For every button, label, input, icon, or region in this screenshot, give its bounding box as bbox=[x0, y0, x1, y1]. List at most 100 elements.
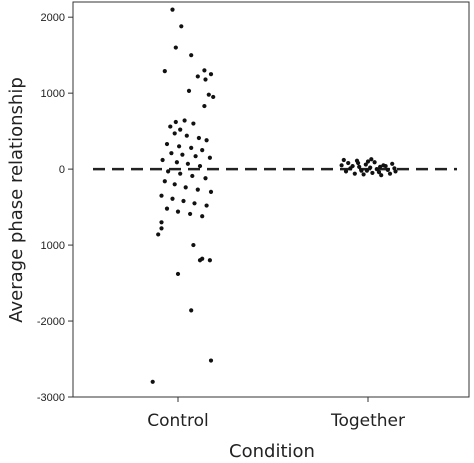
data-point-control bbox=[189, 145, 194, 150]
data-point-control bbox=[174, 160, 179, 165]
data-point-together bbox=[378, 164, 383, 169]
data-point-together bbox=[368, 165, 373, 170]
data-point-control bbox=[200, 256, 205, 261]
y-tick-label: 2000 bbox=[41, 12, 65, 24]
data-point-control bbox=[168, 124, 173, 129]
data-point-control bbox=[207, 155, 212, 160]
y-tick-label: 1000 bbox=[41, 240, 65, 252]
data-point-together bbox=[390, 161, 395, 166]
data-point-together bbox=[352, 171, 357, 176]
data-point-together bbox=[385, 167, 390, 172]
data-point-together bbox=[376, 170, 382, 175]
data-point-together bbox=[370, 170, 375, 176]
data-point-control bbox=[208, 189, 214, 195]
data-point-control bbox=[207, 258, 212, 263]
data-point-together bbox=[361, 172, 366, 177]
data-point-control bbox=[175, 271, 181, 277]
data-point-together bbox=[372, 160, 377, 165]
data-point-together bbox=[343, 169, 349, 174]
data-point-control bbox=[179, 24, 184, 29]
data-point-control bbox=[173, 119, 178, 125]
data-point-control bbox=[159, 226, 164, 231]
data-point-together bbox=[341, 157, 346, 163]
x-axis-title: Condition bbox=[229, 441, 315, 462]
data-point-control bbox=[182, 118, 187, 123]
data-point-control bbox=[189, 308, 194, 313]
data-point-control bbox=[166, 169, 171, 174]
data-point-control bbox=[185, 161, 190, 166]
data-point-control bbox=[164, 141, 170, 147]
data-point-control bbox=[200, 148, 205, 153]
data-point-control bbox=[204, 203, 209, 208]
data-point-control bbox=[195, 74, 200, 79]
data-point-control bbox=[193, 154, 198, 159]
data-point-control bbox=[172, 182, 177, 187]
data-point-together bbox=[363, 162, 368, 167]
data-point-control bbox=[175, 209, 181, 214]
data-point-together bbox=[339, 163, 344, 168]
y-tick-label: 1000 bbox=[41, 88, 65, 100]
data-point-together bbox=[364, 168, 369, 173]
data-point-control bbox=[211, 94, 216, 100]
y-tick-label: -2000 bbox=[37, 316, 65, 328]
data-point-control bbox=[189, 53, 194, 58]
data-point-together bbox=[356, 160, 361, 166]
data-point-control bbox=[200, 214, 205, 219]
data-point-control bbox=[192, 201, 197, 206]
data-point-control bbox=[202, 103, 207, 109]
data-point-control bbox=[178, 127, 183, 132]
data-point-together bbox=[348, 166, 353, 171]
data-point-control bbox=[178, 171, 183, 176]
category-label-together: Together bbox=[330, 411, 405, 431]
data-point-control bbox=[188, 211, 193, 217]
category-label-control: Control bbox=[147, 411, 208, 431]
data-point-control bbox=[191, 242, 196, 248]
y-tick-label: 0 bbox=[59, 164, 65, 176]
data-point-control bbox=[180, 152, 185, 157]
y-tick-label: -3000 bbox=[37, 392, 65, 404]
data-point-control bbox=[204, 138, 209, 143]
data-point-together bbox=[346, 160, 351, 166]
data-point-control bbox=[203, 77, 208, 82]
data-point-control bbox=[203, 176, 208, 181]
data-points bbox=[150, 7, 398, 384]
data-point-control bbox=[159, 193, 164, 198]
data-point-control bbox=[159, 220, 164, 225]
data-point-control bbox=[170, 7, 175, 12]
data-point-control bbox=[191, 121, 196, 126]
y-axis: -3000 -2000 1000 0 1000 2000 bbox=[37, 12, 73, 404]
data-point-together bbox=[393, 169, 398, 174]
data-point-control bbox=[183, 185, 188, 190]
data-point-together bbox=[379, 173, 384, 178]
data-point-control bbox=[177, 144, 182, 149]
data-point-control bbox=[184, 133, 189, 138]
data-point-control bbox=[190, 173, 195, 179]
data-point-control bbox=[162, 69, 167, 74]
x-axis: Control Together bbox=[147, 397, 405, 431]
data-point-together bbox=[387, 171, 393, 176]
data-point-control bbox=[208, 358, 214, 363]
y-axis-title: Average phase relationship bbox=[6, 77, 27, 322]
data-point-together bbox=[383, 163, 388, 169]
data-point-control bbox=[208, 72, 214, 77]
data-point-control bbox=[195, 187, 200, 192]
data-point-control bbox=[172, 131, 177, 136]
data-point-together bbox=[359, 168, 364, 173]
data-point-control bbox=[170, 196, 175, 201]
data-point-control bbox=[202, 68, 207, 73]
data-point-control bbox=[173, 45, 178, 50]
data-point-control bbox=[181, 198, 186, 204]
data-point-control bbox=[164, 206, 170, 211]
data-point-control bbox=[162, 179, 167, 184]
data-point-control bbox=[169, 151, 174, 156]
data-point-together bbox=[374, 167, 379, 172]
data-point-control bbox=[196, 135, 201, 141]
data-point-together bbox=[369, 157, 374, 162]
data-point-control bbox=[206, 92, 211, 97]
data-point-together bbox=[357, 164, 362, 169]
data-point-control bbox=[150, 379, 155, 384]
plot-frame bbox=[72, 1, 470, 398]
data-point-control bbox=[186, 88, 192, 93]
data-point-together bbox=[365, 159, 371, 164]
